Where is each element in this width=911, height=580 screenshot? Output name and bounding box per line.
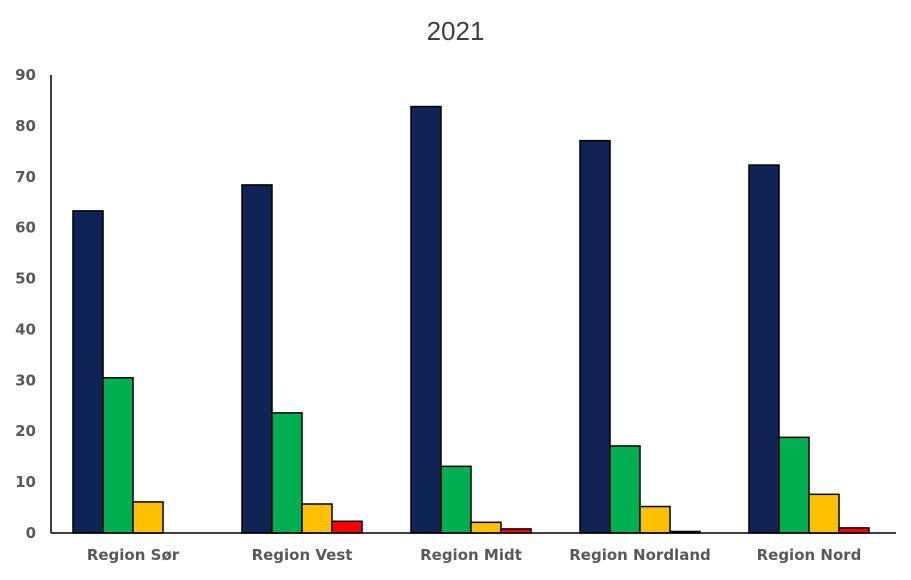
y-tick-label: 60 <box>15 219 36 237</box>
bar <box>72 210 104 534</box>
bar <box>808 493 840 534</box>
bar <box>132 501 164 534</box>
category-label: Region Midt <box>420 546 522 564</box>
y-tick-label: 0 <box>26 524 36 542</box>
bar <box>301 503 333 534</box>
bar <box>748 164 780 534</box>
bar <box>838 527 870 534</box>
y-axis-ticks: 0 10 20 30 40 50 60 70 80 90 <box>15 66 36 542</box>
category-label: Region Sør <box>87 546 180 564</box>
y-tick-label: 50 <box>15 270 36 288</box>
y-tick-label: 30 <box>15 371 36 389</box>
y-tick-label: 90 <box>15 66 36 84</box>
chart-title: 2021 <box>426 16 485 46</box>
y-tick-label: 20 <box>15 422 36 440</box>
category-labels: Region Sør Region Vest Region Midt Region N… <box>87 546 862 564</box>
y-tick-label: 10 <box>15 473 36 491</box>
category-label: Region Vest <box>252 546 353 564</box>
bar <box>440 465 472 534</box>
y-tick-label: 70 <box>15 168 36 186</box>
bar <box>639 505 671 534</box>
bar <box>778 436 810 534</box>
y-tick-label: 80 <box>15 117 36 135</box>
bar <box>609 445 641 534</box>
bar <box>241 184 273 534</box>
category-label: Region Nordland <box>569 546 710 564</box>
y-tick-label: 40 <box>15 320 36 338</box>
bar <box>579 139 611 534</box>
bar <box>410 105 442 534</box>
category-label: Region Nord <box>757 546 862 564</box>
bar <box>331 520 363 534</box>
bars <box>72 105 870 534</box>
bar <box>102 377 134 534</box>
bar <box>271 412 303 534</box>
bar <box>470 521 502 534</box>
